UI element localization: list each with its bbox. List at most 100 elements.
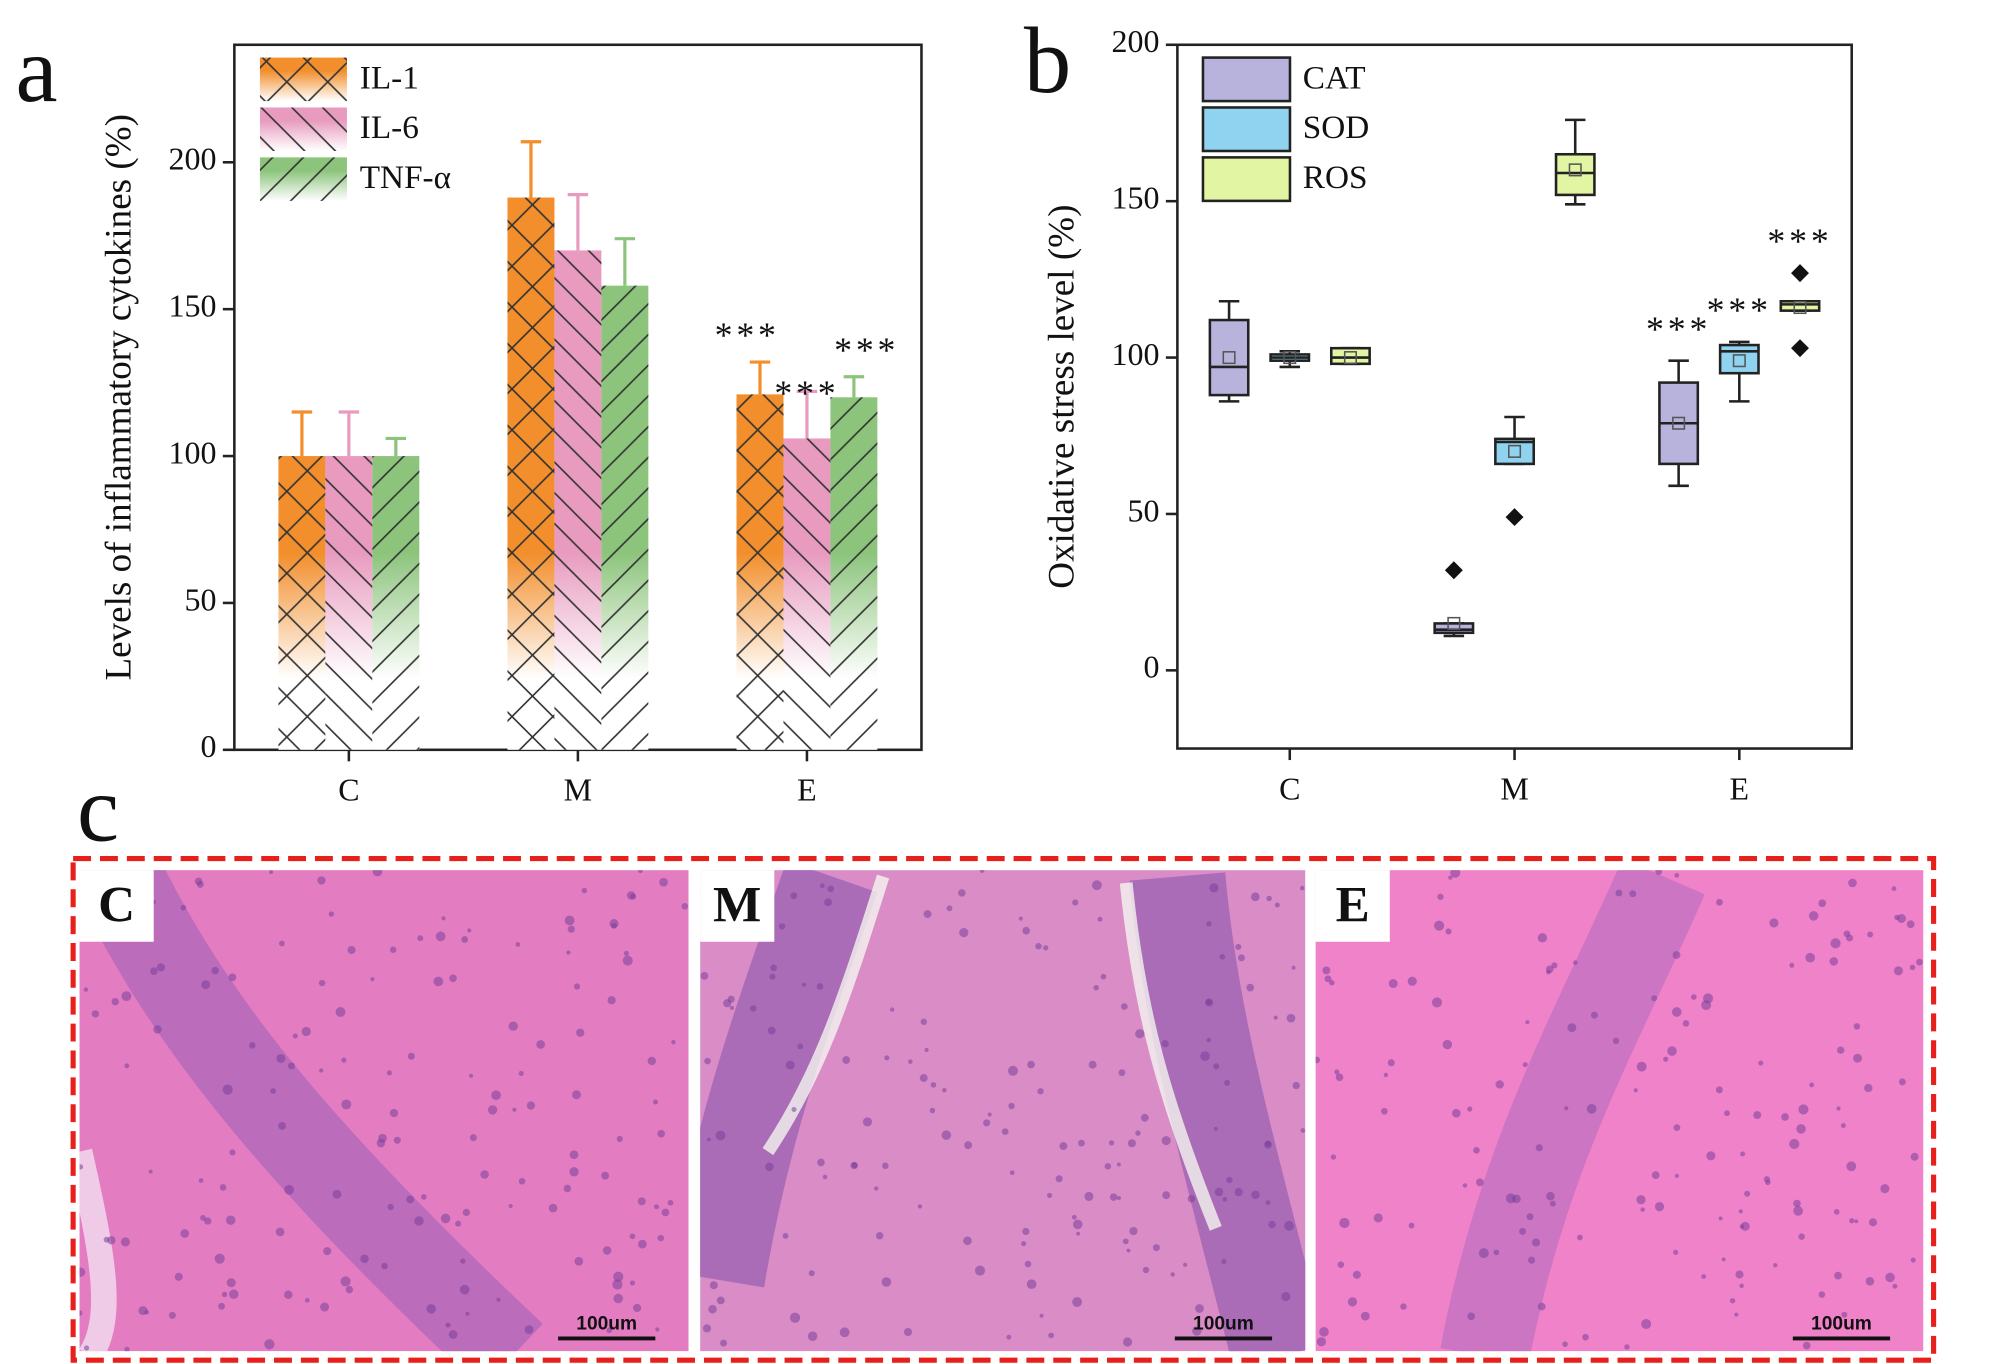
cell bbox=[1018, 916, 1023, 921]
cell bbox=[465, 1311, 470, 1316]
cell bbox=[785, 1060, 795, 1070]
cell bbox=[1829, 957, 1839, 966]
legend-swatch-hatch bbox=[259, 157, 347, 201]
cell bbox=[1330, 1154, 1337, 1160]
cell bbox=[1246, 983, 1255, 992]
cell bbox=[1865, 1276, 1875, 1286]
cell bbox=[606, 1327, 613, 1334]
cell bbox=[1347, 1297, 1358, 1307]
cell bbox=[572, 1090, 581, 1100]
cell bbox=[920, 1018, 927, 1025]
cell bbox=[1264, 1140, 1272, 1149]
cell bbox=[1629, 890, 1637, 898]
cell bbox=[715, 1130, 726, 1141]
cell bbox=[1673, 1249, 1679, 1255]
cell bbox=[229, 1149, 236, 1156]
cell bbox=[1205, 998, 1214, 1007]
cell bbox=[103, 1236, 110, 1243]
cell bbox=[817, 1158, 825, 1167]
cell bbox=[460, 1258, 466, 1264]
cell bbox=[958, 889, 966, 897]
cell bbox=[881, 1277, 892, 1287]
cell bbox=[653, 1099, 659, 1105]
cell bbox=[91, 1010, 100, 1018]
cell bbox=[1701, 1274, 1707, 1279]
cell bbox=[1505, 1193, 1516, 1204]
cell bbox=[1537, 1302, 1546, 1311]
bar-hatch bbox=[783, 438, 831, 750]
cell bbox=[124, 1063, 130, 1069]
cell bbox=[657, 1129, 666, 1138]
cell bbox=[1740, 1151, 1746, 1157]
cell bbox=[874, 1186, 879, 1191]
cell bbox=[929, 1107, 936, 1114]
tissue-gap bbox=[762, 874, 890, 1156]
cell bbox=[807, 1331, 818, 1342]
legend-label: IL-1 bbox=[360, 59, 419, 96]
cell bbox=[1535, 1144, 1543, 1152]
cell bbox=[1880, 1184, 1890, 1194]
cell bbox=[1360, 1311, 1370, 1321]
cell bbox=[1072, 1219, 1083, 1230]
significance-label: *** bbox=[1646, 309, 1711, 349]
cell bbox=[1716, 898, 1723, 906]
cell bbox=[1853, 1023, 1861, 1030]
cell bbox=[1286, 1013, 1296, 1023]
cell bbox=[1655, 870, 1663, 875]
cell bbox=[851, 1162, 858, 1169]
cell bbox=[1734, 1312, 1739, 1317]
cell bbox=[323, 1247, 332, 1256]
cell bbox=[1809, 1082, 1815, 1088]
cell bbox=[201, 980, 211, 990]
cell bbox=[1537, 933, 1548, 943]
cell bbox=[79, 1267, 86, 1277]
cell bbox=[204, 1217, 212, 1225]
cell bbox=[1387, 1059, 1395, 1067]
legend-label: CAT bbox=[1303, 59, 1366, 96]
cell bbox=[153, 1025, 162, 1034]
cell bbox=[1213, 1063, 1220, 1070]
bar-hatch bbox=[372, 456, 420, 750]
cell bbox=[84, 1345, 90, 1351]
cell bbox=[1545, 965, 1554, 974]
cell bbox=[564, 915, 575, 926]
cell bbox=[1009, 1170, 1015, 1176]
cell bbox=[389, 946, 397, 953]
cell bbox=[1532, 1238, 1541, 1247]
cell bbox=[1802, 1341, 1811, 1350]
cell bbox=[332, 1189, 342, 1199]
cell bbox=[1200, 1051, 1210, 1061]
cell bbox=[1006, 1334, 1012, 1340]
cell bbox=[200, 1215, 206, 1221]
cell bbox=[1162, 1191, 1171, 1200]
cell bbox=[1549, 1200, 1556, 1207]
cell bbox=[1663, 1056, 1669, 1062]
cell bbox=[842, 1056, 851, 1064]
cell bbox=[890, 1007, 895, 1012]
cell bbox=[1830, 938, 1841, 949]
cell bbox=[1300, 1128, 1306, 1133]
cell bbox=[629, 1280, 635, 1286]
cell bbox=[767, 1026, 776, 1035]
cell bbox=[1897, 914, 1906, 923]
cell bbox=[1407, 976, 1417, 986]
cell bbox=[345, 1285, 354, 1294]
cell bbox=[907, 1059, 913, 1064]
x-tick-label: E bbox=[797, 773, 817, 808]
cell bbox=[778, 923, 786, 930]
cell bbox=[1721, 1257, 1726, 1262]
x-tick-label: M bbox=[564, 773, 592, 808]
cell bbox=[1636, 1061, 1647, 1072]
cell bbox=[924, 1047, 929, 1052]
cell bbox=[180, 904, 187, 911]
cell bbox=[1251, 1190, 1260, 1200]
cell bbox=[581, 887, 587, 894]
micrograph bbox=[700, 870, 1306, 1352]
x-tick-label: M bbox=[1500, 771, 1528, 806]
cell bbox=[964, 1141, 973, 1150]
micrograph-label: M bbox=[713, 877, 761, 934]
cell bbox=[1674, 1173, 1679, 1178]
x-tick-label: C bbox=[1279, 771, 1300, 806]
cell bbox=[1037, 1088, 1044, 1095]
cell bbox=[1135, 1130, 1141, 1136]
